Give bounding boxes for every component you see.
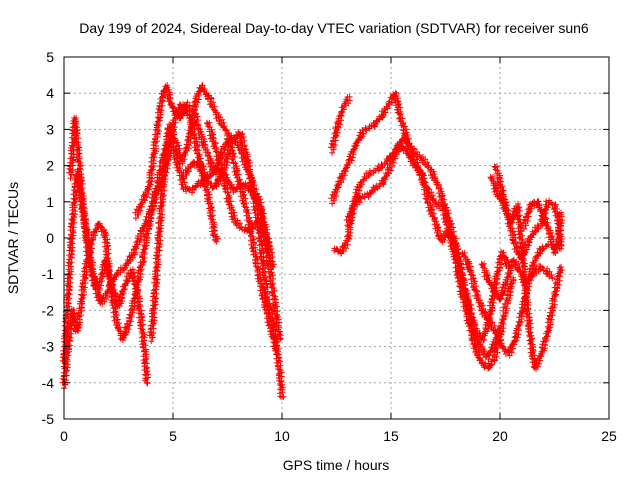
x-tick-label: 10 bbox=[274, 428, 290, 444]
series-markers bbox=[478, 256, 556, 303]
y-tick-label: 2 bbox=[46, 158, 54, 174]
series-markers bbox=[459, 241, 552, 359]
data-points bbox=[59, 82, 565, 401]
series-markers bbox=[66, 114, 151, 387]
x-tick-label: 20 bbox=[492, 428, 508, 444]
y-tick-label: 5 bbox=[46, 49, 54, 65]
y-tick-label: -4 bbox=[42, 375, 55, 391]
series-15 bbox=[520, 198, 565, 257]
y-tick-label: 4 bbox=[46, 85, 54, 101]
series-markers bbox=[180, 158, 221, 245]
y-tick-label: -2 bbox=[42, 302, 55, 318]
series-markers bbox=[204, 119, 277, 270]
series-markers bbox=[343, 140, 513, 344]
series-8 bbox=[328, 93, 353, 156]
y-axis-label: SDTVAR / TECUs bbox=[5, 182, 21, 294]
x-tick-label: 25 bbox=[601, 428, 617, 444]
y-tick-label: 0 bbox=[46, 230, 54, 246]
y-tick-label: -1 bbox=[42, 266, 55, 282]
series-markers bbox=[328, 93, 353, 156]
x-tick-label: 0 bbox=[60, 428, 68, 444]
x-tick-label: 15 bbox=[383, 428, 399, 444]
x-axis-ticks: 0 5 10 15 20 25 bbox=[60, 57, 617, 444]
chart-title: Day 199 of 2024, Sidereal Day-to-day VTE… bbox=[79, 20, 589, 36]
series-13 bbox=[459, 241, 552, 359]
y-tick-label: -5 bbox=[42, 411, 55, 427]
y-tick-label: 3 bbox=[46, 121, 54, 137]
series-7 bbox=[180, 158, 221, 245]
y-tick-label: 1 bbox=[46, 194, 54, 210]
y-axis-ticks: -5 -4 -3 -2 -1 0 1 2 3 4 5 bbox=[42, 49, 609, 427]
y-tick-label: -3 bbox=[42, 339, 55, 355]
series-markers bbox=[520, 198, 565, 257]
series-3 bbox=[66, 114, 151, 387]
x-axis-label: GPS time / hours bbox=[283, 457, 390, 473]
series-16 bbox=[478, 256, 556, 303]
series-11 bbox=[343, 140, 513, 344]
x-tick-label: 5 bbox=[169, 428, 177, 444]
series-4 bbox=[146, 82, 282, 358]
series-markers bbox=[146, 82, 282, 358]
series-6 bbox=[204, 119, 277, 270]
